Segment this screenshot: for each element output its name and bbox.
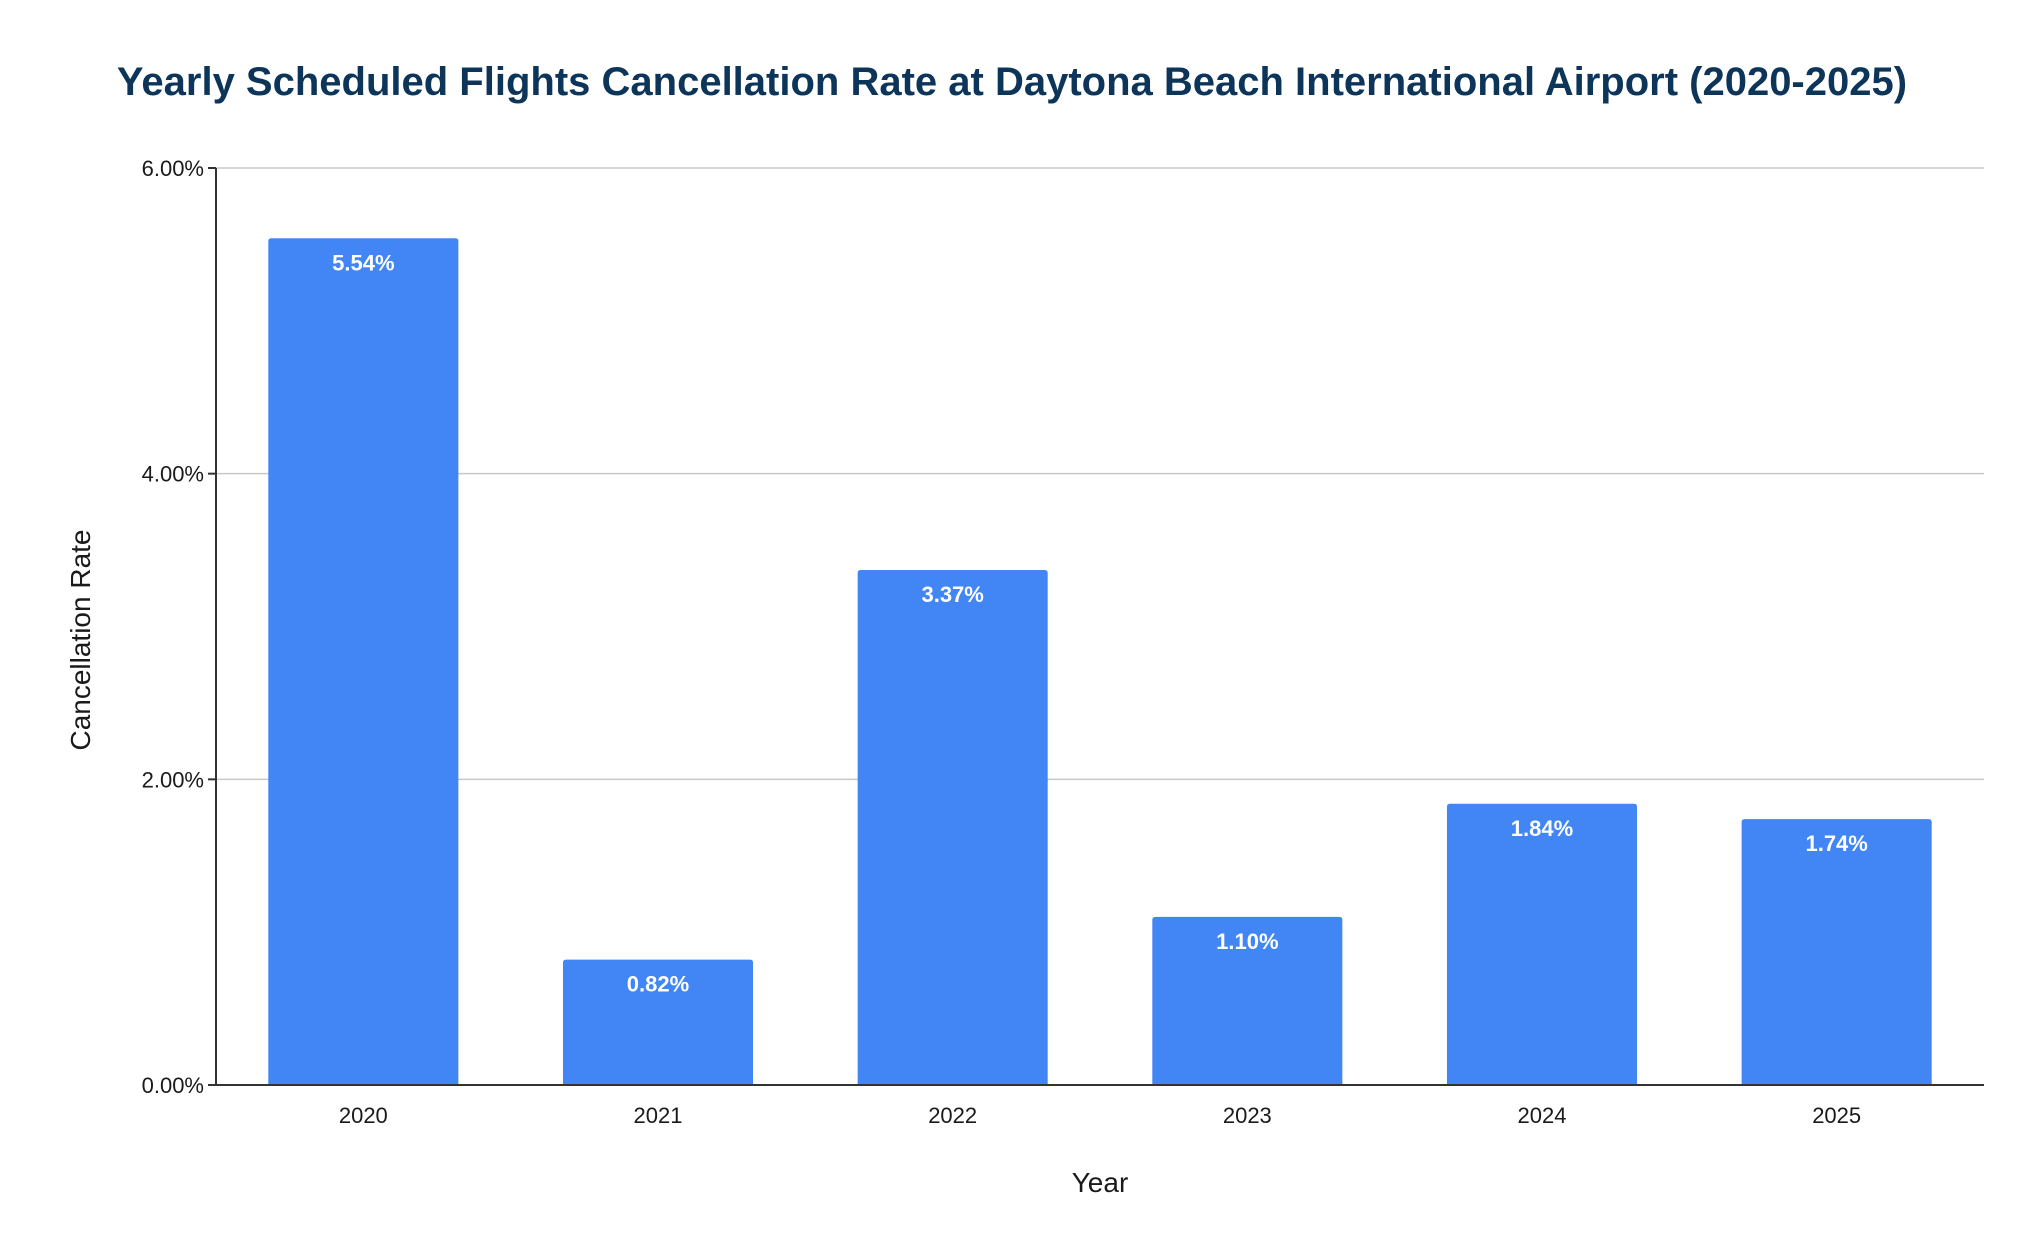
bar-2025 [1741,819,1932,1085]
x-axis-title: Year [1072,1167,1129,1198]
y-axis-title: Cancellation Rate [65,529,96,750]
x-tick-label: 2023 [1223,1103,1272,1128]
x-tick-label: 2021 [634,1103,683,1128]
bar-2021 [562,959,754,1085]
y-tick-label: 0.00% [142,1073,204,1098]
gridlines [216,167,1984,781]
bar-2022 [857,569,1048,1085]
data-label: 1.10% [1216,929,1278,954]
data-label: 1.84% [1511,816,1573,841]
labels: 0.00% 2.00% 4.00% 6.00% 5.54% 2020 0.82% 2021 3.… [142,156,1868,1128]
axes [208,167,1984,1086]
y-tick-label: 2.00% [142,767,204,792]
chart-title: Yearly Scheduled Flights Cancellation Ra… [116,60,1908,104]
x-tick-label: 2022 [928,1103,977,1128]
data-label: 0.82% [627,972,689,997]
data-label: 3.37% [921,582,983,607]
x-tick-label: 2024 [1518,1103,1567,1128]
y-tick-label: 4.00% [142,462,204,487]
bars [268,238,1932,1085]
bar-2020 [268,238,459,1085]
y-tick-label: 6.00% [142,156,204,181]
bar-2023 [1152,916,1343,1085]
x-tick-label: 2025 [1812,1103,1861,1128]
x-tick-label: 2020 [339,1103,388,1128]
data-label: 5.54% [332,250,394,275]
data-label: 1.74% [1805,831,1867,856]
bar-2024 [1446,803,1638,1085]
